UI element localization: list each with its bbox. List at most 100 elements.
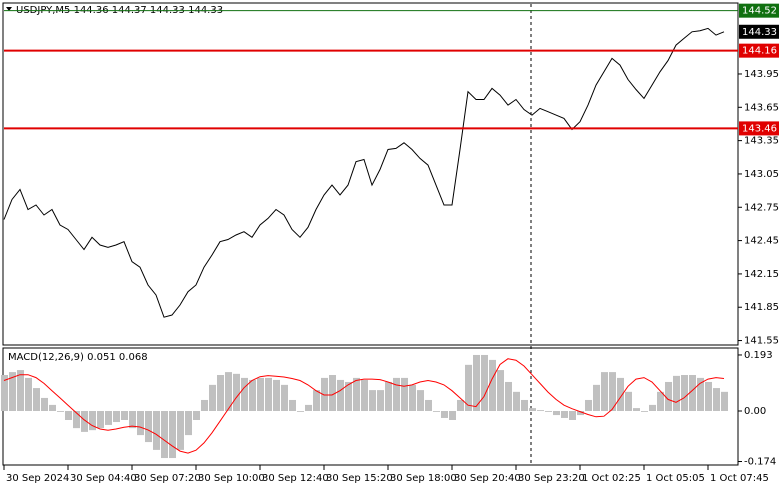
macd-bar <box>353 377 360 411</box>
macd-bar <box>665 381 672 411</box>
y-tick-label: 142.75 <box>744 202 779 213</box>
macd-bar <box>137 411 144 436</box>
x-tick-label: 30 Sep 10:00 <box>198 473 265 484</box>
macd-bar <box>113 411 120 423</box>
macd-bar <box>505 381 512 411</box>
level-label-box <box>739 43 779 58</box>
macd-bar <box>393 377 400 411</box>
x-tick-label: 30 Sep 18:00 <box>390 473 457 484</box>
macd-bar <box>289 399 296 411</box>
y-tick-label: 142.15 <box>744 269 779 280</box>
level-label: 144.16 <box>742 46 777 57</box>
macd-bar <box>705 381 712 411</box>
macd-bar <box>721 391 728 411</box>
macd-bar <box>361 379 368 411</box>
macd-bar <box>313 390 320 411</box>
x-tick-label: 30 Sep 04:40 <box>70 473 137 484</box>
macd-bar <box>225 372 232 411</box>
macd-bar <box>177 411 184 450</box>
price-line <box>3 27 725 318</box>
level-label: 143.46 <box>742 123 777 134</box>
macd-bar <box>121 411 128 420</box>
y-tick-label: 141.55 <box>744 336 779 347</box>
macd-bar <box>417 390 424 411</box>
current-price-box <box>739 24 779 39</box>
macd-bar <box>321 377 328 411</box>
macd-bar <box>209 384 216 411</box>
macd-bar <box>81 411 88 432</box>
y-tick-label: 143.35 <box>744 136 779 147</box>
macd-bar <box>297 411 304 412</box>
macd-bar <box>473 354 480 411</box>
macd-bar <box>657 391 664 411</box>
macd-bar <box>89 411 96 431</box>
level-label: 144.52 <box>742 6 777 17</box>
macd-bar <box>49 404 56 411</box>
macd-bar <box>17 370 24 411</box>
level-label-box <box>739 3 779 18</box>
macd-bar <box>497 370 504 411</box>
macd-bar <box>41 397 48 411</box>
macd-bar <box>385 381 392 411</box>
macd-bar <box>521 399 528 411</box>
y-tick-label: 0.193 <box>744 350 773 361</box>
macd-bar <box>249 379 256 411</box>
macd-bar <box>561 411 568 418</box>
macd-bar <box>201 399 208 411</box>
x-tick-label: 30 Sep 20:40 <box>454 473 521 484</box>
macd-bar <box>641 411 648 412</box>
macd-bar <box>73 411 80 429</box>
macd-bar <box>9 372 16 411</box>
macd-bar <box>161 411 168 459</box>
macd-bar <box>401 377 408 411</box>
menu-icon <box>6 7 12 11</box>
y-tick-label: 0.00 <box>744 406 766 417</box>
macd-bar <box>489 359 496 411</box>
macd-bar <box>241 377 248 411</box>
macd-bar <box>153 411 160 450</box>
macd-bar <box>169 411 176 459</box>
macd-bar <box>609 372 616 411</box>
x-tick-label: 1 Oct 02:25 <box>582 473 641 484</box>
y-tick-label: 142.45 <box>744 236 779 247</box>
x-tick-label: 30 Sep 07:20 <box>134 473 201 484</box>
macd-bar <box>129 411 136 429</box>
macd-bar <box>649 404 656 411</box>
macd-bar <box>625 391 632 411</box>
y-tick-label: 143.95 <box>744 69 779 80</box>
macd-bar <box>441 411 448 418</box>
macd-bar <box>457 399 464 411</box>
level-label-box <box>739 121 779 136</box>
macd-bar <box>433 411 440 412</box>
macd-bar <box>553 411 560 416</box>
y-tick-label: -0.174 <box>744 457 776 468</box>
macd-bar <box>329 375 336 411</box>
macd-bar <box>1 375 8 411</box>
macd-bar <box>689 375 696 411</box>
x-tick-label: 1 Oct 07:45 <box>710 473 769 484</box>
macd-bar <box>265 377 272 411</box>
macd-bar <box>673 375 680 411</box>
macd-bar <box>145 411 152 443</box>
macd-bar <box>449 411 456 420</box>
macd-bar <box>25 377 32 411</box>
macd-bar <box>337 379 344 411</box>
macd-bar <box>681 375 688 411</box>
x-tick-label: 30 Sep 15:20 <box>326 473 393 484</box>
macd-bar <box>193 411 200 420</box>
macd-bar <box>185 411 192 436</box>
signal-line <box>3 358 725 454</box>
macd-bar <box>369 390 376 411</box>
x-tick-label: 30 Sep 2024 <box>6 473 69 484</box>
macd-bar <box>697 377 704 411</box>
macd-bar <box>577 411 584 416</box>
macd-bar <box>585 399 592 411</box>
macd-bar <box>257 377 264 411</box>
macd-bar <box>97 411 104 429</box>
macd-bar <box>409 384 416 411</box>
macd-bar <box>569 411 576 420</box>
macd-bar <box>65 411 72 420</box>
x-tick-label: 30 Sep 23:20 <box>518 473 585 484</box>
macd-bar <box>233 373 240 411</box>
x-tick-label: 30 Sep 12:40 <box>262 473 329 484</box>
